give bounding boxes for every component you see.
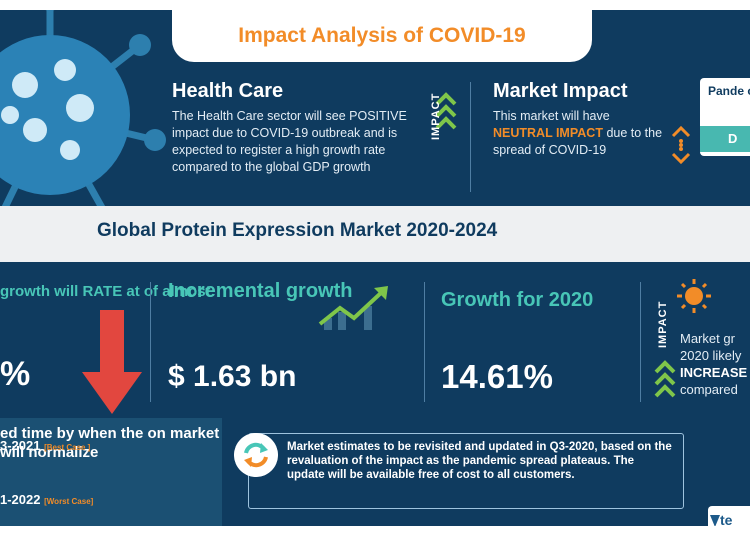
trend-up-icon bbox=[318, 286, 388, 330]
down-arrow-icon bbox=[82, 310, 142, 414]
column-divider bbox=[640, 282, 641, 402]
pandemic-title: Pande on bbox=[708, 84, 750, 98]
mg-line-1: Market gr bbox=[680, 331, 735, 346]
normalize-panel: ed time by when the on market will norma… bbox=[0, 418, 222, 526]
best-case-tag: [Best Case ] bbox=[44, 443, 91, 452]
logo-mark-icon bbox=[710, 515, 720, 526]
growth-text: growth will RATE at of almost bbox=[0, 282, 211, 302]
worst-case-years: 1-2022 bbox=[0, 492, 41, 507]
growth-2020-title: Growth for 2020 bbox=[441, 289, 594, 311]
health-care-title: Health Care bbox=[172, 80, 284, 102]
page-title: Impact Analysis of COVID-19 bbox=[238, 24, 526, 47]
market-impact-body: This market will have NEUTRAL IMPACT due… bbox=[493, 108, 663, 159]
worst-case-row: 1-2022 [Worst Case] bbox=[0, 492, 93, 507]
up-down-arrow-icon bbox=[671, 125, 691, 165]
divider bbox=[470, 82, 471, 192]
pandemic-badge: D bbox=[700, 126, 750, 152]
health-care-body: The Health Care sector will see POSITIVE… bbox=[172, 109, 407, 174]
header-pill: Impact Analysis of COVID-19 bbox=[172, 10, 592, 62]
worst-case-tag: [Worst Case] bbox=[44, 497, 94, 506]
logo-text: te bbox=[720, 512, 733, 526]
market-impact-text-2: due to the spread of COVID-19 bbox=[493, 126, 663, 157]
normalize-text: ed time by when the on market will norma… bbox=[0, 425, 220, 461]
sun-icon bbox=[677, 279, 711, 313]
impact-label: IMPACT bbox=[430, 92, 442, 140]
market-title: Global Protein Expression Market 2020-20… bbox=[97, 220, 498, 241]
mg-line-4: compared bbox=[680, 382, 738, 397]
infographic: Impact Analysis of COVID-19 Health Care … bbox=[0, 10, 750, 526]
pandemic-box: Pande on D bbox=[700, 78, 750, 156]
incremental-growth-title: Incremental growth bbox=[168, 280, 353, 302]
column-divider bbox=[424, 282, 425, 402]
mg-increase: INCREASE bbox=[680, 365, 748, 380]
update-note-text: Market estimates to be revisited and upd… bbox=[287, 441, 672, 481]
growth-pct: % bbox=[0, 355, 31, 393]
column-divider bbox=[150, 282, 151, 402]
market-impact-text-1: This market will have bbox=[493, 109, 610, 123]
impact-label-2: IMPACT bbox=[657, 300, 669, 348]
growth-text-body: growth will RATE at of almost bbox=[0, 283, 211, 300]
growth-2020-value: 14.61% bbox=[441, 358, 553, 395]
best-case-row: 3-2021 [Best Case ] bbox=[0, 438, 90, 453]
best-case-years: 3-2021 bbox=[0, 438, 41, 453]
update-note: Market estimates to be revisited and upd… bbox=[248, 433, 684, 509]
market-growth-text: Market gr 2020 likely INCREASE compared bbox=[680, 330, 747, 398]
mg-line-2: 2020 likely bbox=[680, 348, 742, 363]
refresh-icon bbox=[234, 433, 278, 477]
incremental-growth-value: $ 1.63 bn bbox=[168, 360, 297, 393]
up-chevrons-icon-2 bbox=[654, 360, 676, 398]
neutral-impact-highlight: NEUTRAL IMPACT bbox=[493, 126, 603, 140]
up-chevrons-icon bbox=[435, 92, 457, 130]
brand-logo: te bbox=[708, 506, 750, 526]
market-impact-title: Market Impact bbox=[493, 80, 628, 102]
title-band: Global Protein Expression Market 2020-20… bbox=[0, 206, 750, 262]
